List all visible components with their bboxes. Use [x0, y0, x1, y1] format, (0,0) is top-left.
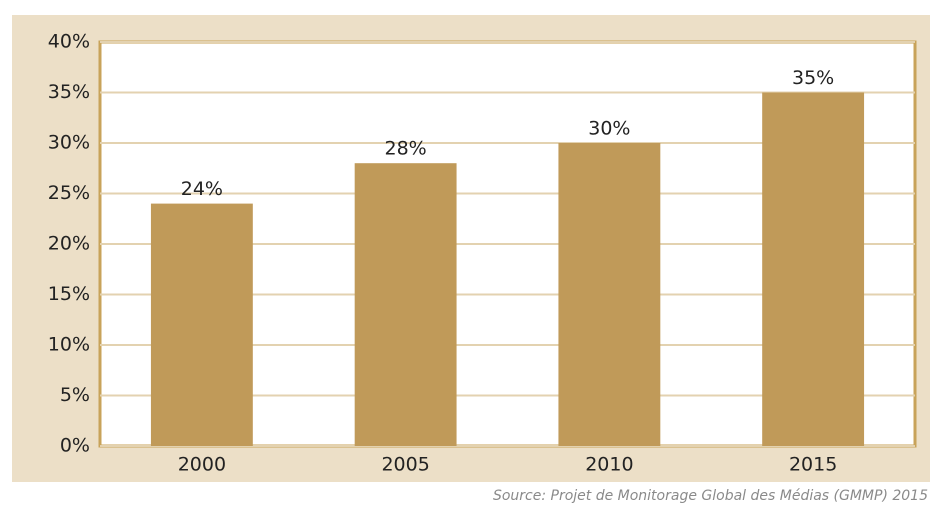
y-tick-label: 0% [60, 435, 90, 457]
value-label: 30% [588, 118, 630, 140]
bar [558, 143, 661, 446]
bar [150, 203, 253, 446]
x-tick-label: 2005 [381, 454, 429, 476]
bar [354, 163, 457, 446]
x-tick-label: 2000 [178, 454, 226, 476]
source-note: Source: Projet de Monitorage Global des … [493, 488, 928, 504]
y-tick-label: 15% [48, 283, 90, 305]
y-tick-label: 30% [48, 132, 90, 154]
y-tick-label: 40% [48, 31, 90, 53]
y-tick-label: 35% [48, 81, 90, 103]
y-tick-label: 20% [48, 233, 90, 255]
x-tick-label: 2015 [789, 454, 837, 476]
value-label: 24% [181, 178, 223, 200]
y-tick-label: 5% [60, 384, 90, 406]
y-tick-label: 25% [48, 182, 90, 204]
value-label: 28% [385, 138, 427, 160]
y-tick-label: 10% [48, 334, 90, 356]
bar [762, 92, 865, 446]
value-label: 35% [792, 67, 834, 89]
x-tick-label: 2010 [585, 454, 633, 476]
